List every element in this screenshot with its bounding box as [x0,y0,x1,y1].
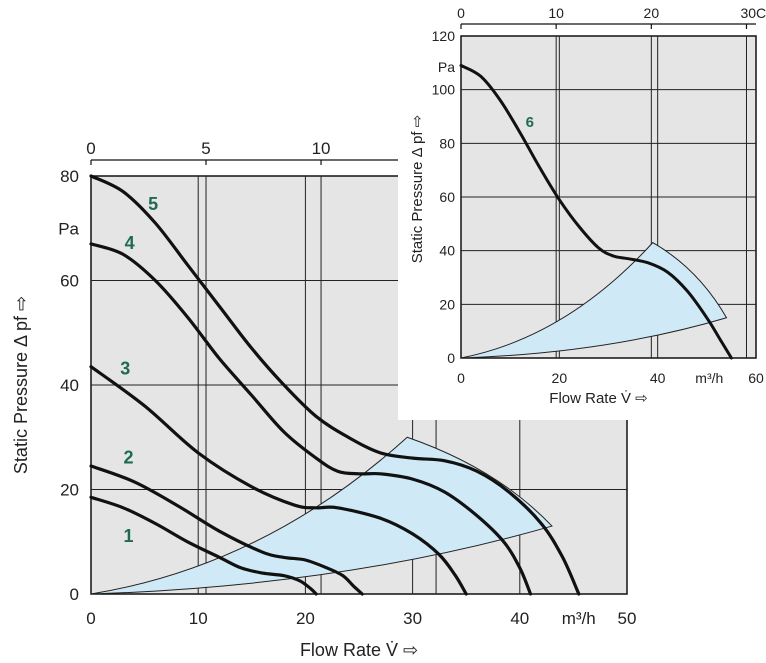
x-tick-label: 40 [650,370,666,386]
main-series-group [89,174,581,596]
inset-x-axis-title: Flow Rate V̇ ⇨ [549,390,647,407]
curve-label-4: 4 [125,233,135,253]
series-4-line [89,242,533,596]
curve-label-6: 6 [526,114,534,131]
curve-label-2: 2 [124,447,134,467]
top-tick-label: 0 [457,5,465,21]
x-tick-label: 10 [189,609,208,628]
y-tick-label: 40 [60,376,79,395]
main-x-unit: m³/h [562,609,596,628]
y-tick-label: 60 [60,272,79,291]
top-tick-label: 0 [86,139,95,158]
inset-operating-range [460,241,728,359]
y-tick-label: 20 [439,296,455,312]
top-tick-label: 10 [312,139,331,158]
main-x-axis-title: Flow Rate V̇ ⇨ [300,640,418,660]
y-tick-label: 60 [439,189,455,205]
inset-tick-labels: 0 20 40 60 0 20 40 60 80 100 120 [432,28,764,386]
x-tick-label: 30 [403,609,422,628]
top-tick-label: 10 [548,5,564,21]
main-curve-labels: 1 2 3 45 [120,194,158,546]
x-tick-label: 40 [510,609,529,628]
main-top-tick-labels: 051015 [86,139,446,165]
y-tick-label: 20 [60,481,79,500]
y-tick-label: 80 [439,135,455,151]
series-3-line [89,365,468,596]
x-tick-label: 0 [86,609,95,628]
y-tick-label: 40 [439,243,455,259]
y-tick-label: 120 [432,28,456,44]
inset-y-unit: Pa [438,59,455,75]
x-tick-label: 20 [552,370,568,386]
y-tick-label: 0 [447,350,455,366]
inset-series-group [459,64,733,360]
curve-label-3: 3 [120,359,130,379]
x-tick-label: 20 [296,609,315,628]
top-tick-label: 20 [644,5,660,21]
series-1-line [89,495,318,596]
inset-chart: 0 20 40 60 0 20 40 60 80 100 120 0 10 20 30CFM 6 m³/h… [398,0,766,420]
inset-curve-labels: 6 [526,114,534,131]
inset-y-axis-title: Static Pressure Δ pf ⇨ [409,115,426,263]
top-tick-label: 30CFM [740,5,766,21]
series-6-line [459,64,733,360]
main-y-axis-title: Static Pressure Δ pf ⇨ [11,296,31,474]
x-tick-label: 60 [748,370,764,386]
x-tick-label: 50 [618,609,637,628]
inset-top-tick-labels: 0 10 20 30CFM [457,5,766,29]
y-tick-label: 100 [432,82,456,98]
main-y-unit: Pa [58,219,79,238]
curve-label-5: 5 [148,194,158,214]
series-5-line [89,174,581,596]
x-tick-label: 0 [457,370,465,386]
y-tick-label: 0 [70,585,79,604]
inset-x-unit: m³/h [695,370,723,386]
y-tick-label: 80 [60,167,79,186]
top-tick-label: 5 [201,139,210,158]
series-2-line [89,464,364,596]
curve-label-1: 1 [124,526,134,546]
